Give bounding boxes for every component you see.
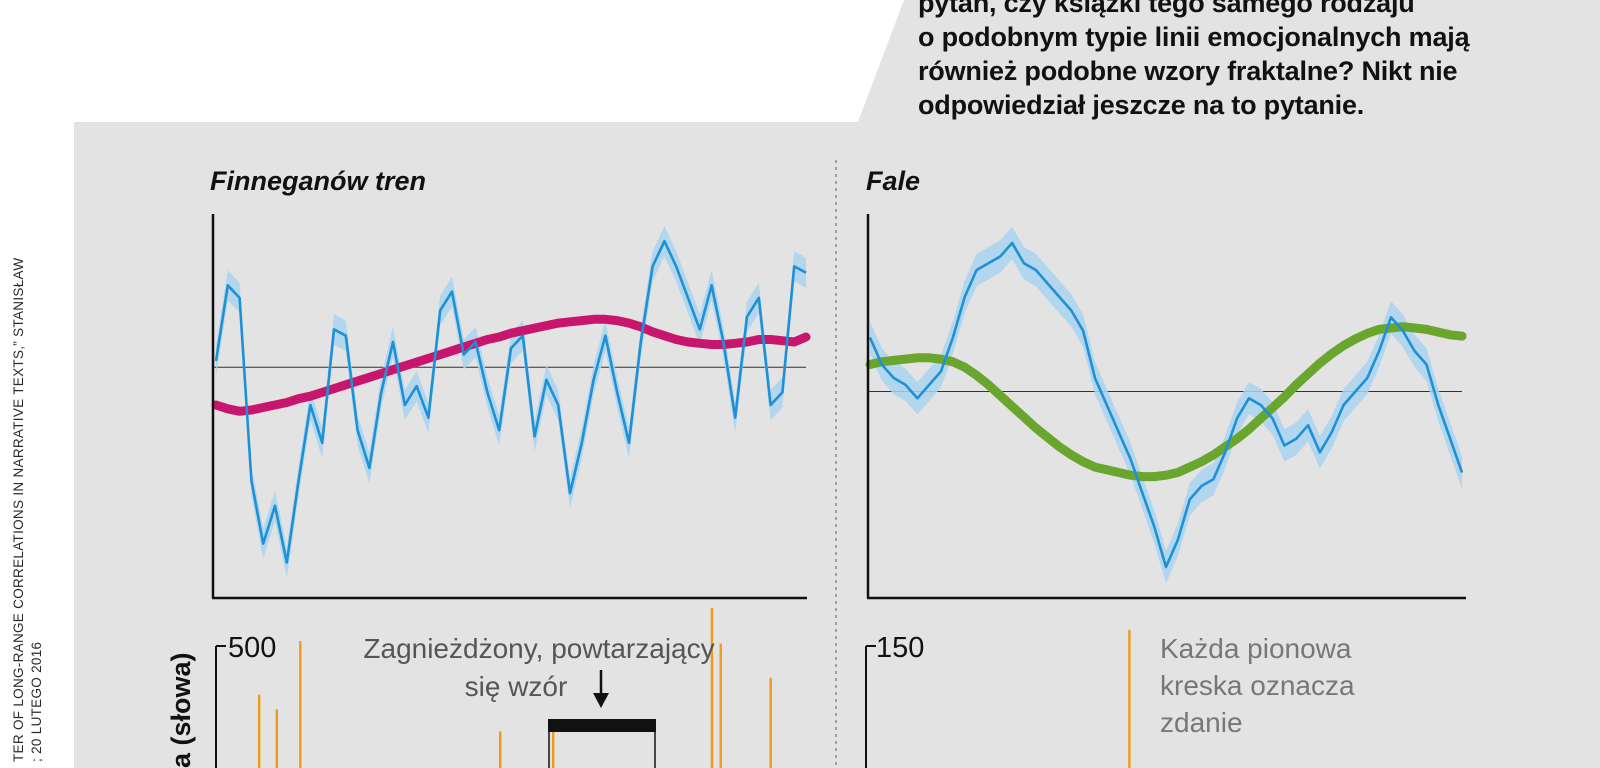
intro-line-2: o podobnym typie linii emocjonalnych maj…: [918, 22, 1470, 52]
panel-background: [74, 0, 1600, 768]
left-sentiment-plot: [211, 226, 811, 578]
intro-text: pytań, czy książki tego samego rodzaju o…: [918, 0, 1558, 122]
right-sentiment-line: [868, 241, 1464, 569]
pattern-annotation-line-2: się wzór: [465, 671, 568, 702]
left-trend-line: [211, 314, 811, 416]
pattern-bracket: [548, 719, 656, 768]
sentence-annotation-line-1: Każda pionowa: [1160, 633, 1352, 664]
sentence-annotation-line-2: kreska oznacza: [1160, 670, 1355, 701]
right-lower-scale-label: 150: [876, 632, 924, 664]
left-sentence-bars: [258, 608, 772, 768]
left-panel: Finneganów tren 500 a (słowa) Zagnieżdżo…: [166, 166, 811, 768]
intro-line-4: odpowiedział jeszcze na to pytanie.: [918, 90, 1365, 120]
pattern-arrow: [593, 670, 609, 708]
left-sentiment-line: [214, 239, 807, 564]
right-trend-line: [865, 322, 1467, 482]
right-panel: Fale 150 Każda pionowa kreska oznacza zd…: [865, 166, 1467, 768]
y-axis-label-fragment: a (słowa): [166, 652, 196, 768]
right-panel-title: Fale: [866, 166, 920, 196]
right-sentiment-plot: [865, 226, 1467, 584]
left-lower-scale-label: 500: [228, 632, 276, 664]
sentence-annotation-line-3: zdanie: [1160, 707, 1243, 738]
intro-line-1: pytań, czy książki tego samego rodzaju: [918, 0, 1415, 18]
left-panel-title: Finneganów tren: [210, 166, 426, 196]
pattern-annotation-line-1: Zagnieżdżony, powtarzający: [363, 633, 714, 664]
intro-line-3: również podobne wzory fraktalne? Nikt ni…: [918, 56, 1458, 86]
